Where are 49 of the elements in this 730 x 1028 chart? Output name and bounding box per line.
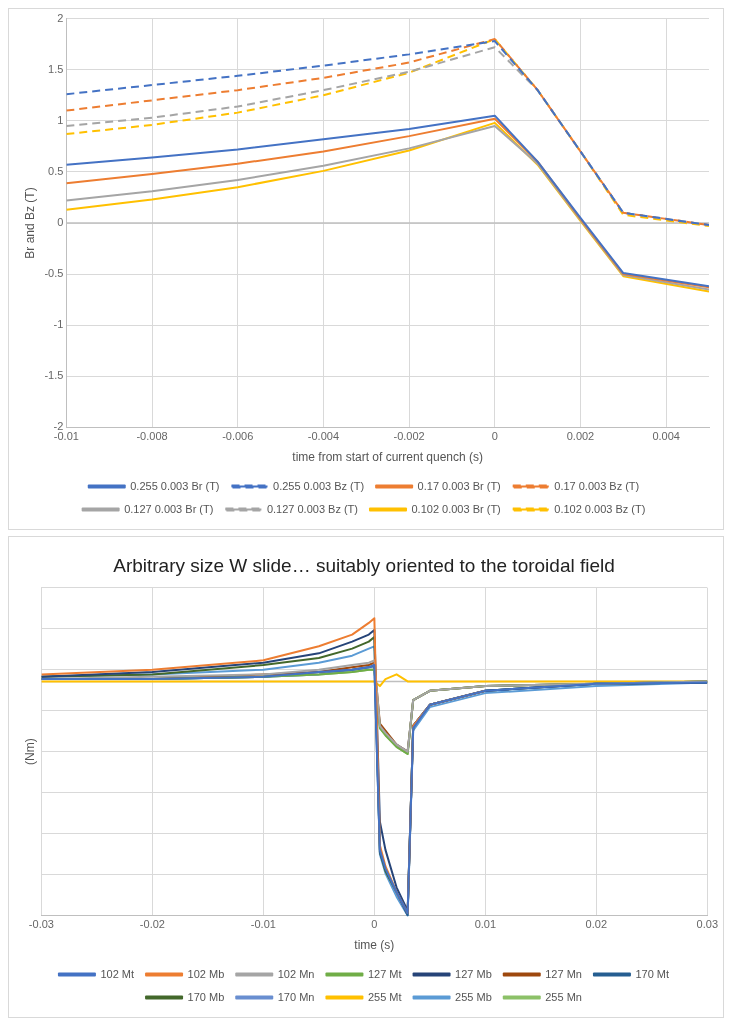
legend-label: 102 Mn (277, 967, 315, 980)
y-tick-label: -0.5 (44, 267, 64, 280)
y-tick-label: -1.5 (44, 369, 64, 382)
x-tick-label: -0.002 (393, 430, 425, 443)
legend-label: 0.17 0.003 Bz (T) (554, 479, 640, 492)
x-tick-label: -0.008 (136, 430, 168, 443)
x-axis-title: time (s) (354, 938, 395, 953)
legend-label: 0.102 0.003 Bz (T) (554, 502, 646, 515)
legend-label: 102 Mt (100, 967, 135, 980)
legend-label: 0.102 0.003 Br (T) (411, 502, 501, 515)
legend-label: 0.127 0.003 Bz (T) (266, 502, 358, 515)
legend-label: 0.255 0.003 Br (T) (130, 479, 220, 492)
y-axis-title: (Nm) (22, 738, 37, 765)
x-tick-label: -0.03 (28, 918, 54, 931)
x-tick-label: 0 (491, 430, 498, 443)
x-tick-label: -0.006 (222, 430, 254, 443)
legend-label: 0.255 0.003 Bz (T) (273, 479, 365, 492)
y-tick-label: 0 (57, 216, 64, 229)
y-tick-label: -2 (53, 420, 64, 433)
legend-label: 255 Mt (367, 990, 402, 1003)
legend-label: 0.127 0.003 Br (T) (124, 502, 214, 515)
x-tick-label: 0 (371, 918, 378, 931)
legend-label: 0.17 0.003 Br (T) (417, 479, 501, 492)
x-tick-label: 0.03 (696, 918, 719, 931)
y-tick-label: -1 (53, 318, 64, 331)
y-tick-label: 2 (57, 11, 64, 24)
legend-label: 170 Mn (277, 990, 315, 1003)
x-axis-title: time from start of current quench (s) (292, 450, 484, 465)
legend-label: 170 Mb (187, 990, 225, 1003)
legend-label: 127 Mb (455, 967, 492, 980)
legend-label: 127 Mt (367, 967, 402, 980)
legend-label: 127 Mn (545, 967, 582, 980)
chart-title: Arbitrary size W slide… suitably oriented to the toroidal field (113, 554, 615, 576)
x-tick-label: 0.02 (585, 918, 608, 931)
y-tick-label: 1 (57, 113, 64, 126)
x-tick-label: -0.004 (307, 430, 340, 443)
x-tick-label: 0.01 (474, 918, 497, 931)
legend-label: 255 Mb (455, 990, 492, 1003)
legend-label: 255 Mn (545, 990, 582, 1003)
legend-label: 102 Mb (187, 967, 225, 980)
x-tick-label: -0.01 (53, 430, 79, 443)
x-tick-label: 0.002 (566, 430, 595, 443)
y-axis-title: Br and Bz (T) (22, 187, 37, 259)
x-tick-label: -0.02 (139, 918, 165, 931)
x-tick-label: -0.01 (250, 918, 276, 931)
legend-label: 170 Mt (635, 967, 670, 980)
y-tick-label: 1.5 (48, 62, 64, 75)
x-tick-label: 0.004 (652, 430, 680, 443)
y-tick-label: 0.5 (48, 164, 64, 177)
